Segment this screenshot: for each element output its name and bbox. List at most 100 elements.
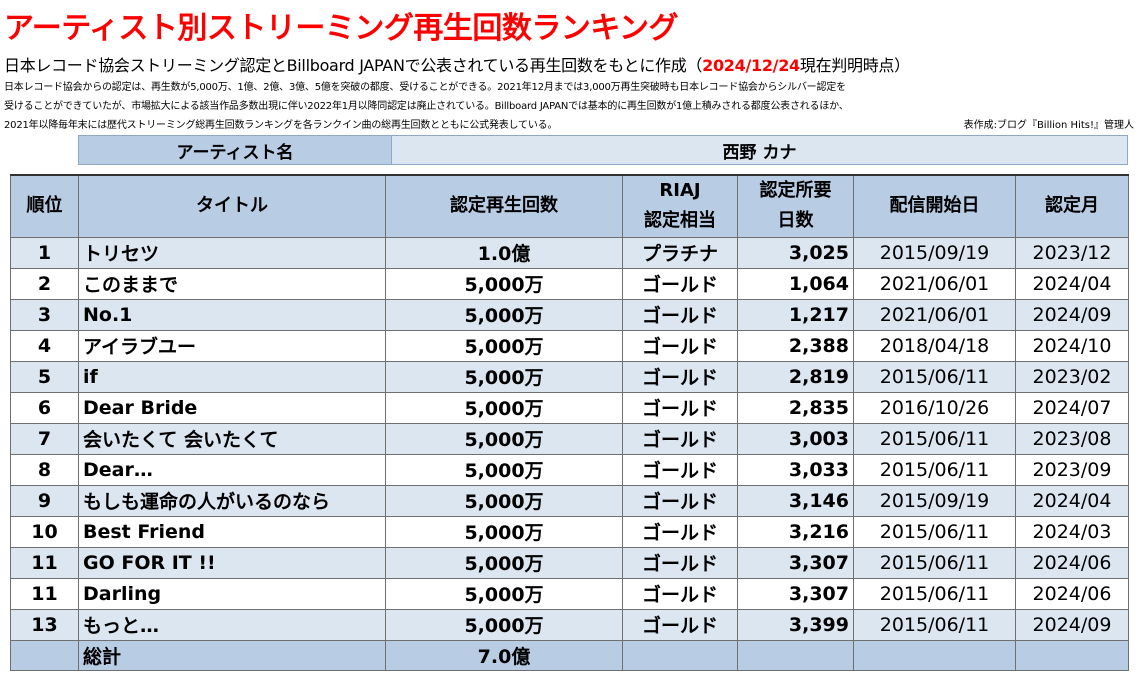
days-cell: 2,819	[737, 360, 854, 393]
title-cell: No.1	[78, 298, 386, 331]
plays-cell: 5,000万	[385, 546, 623, 579]
start-date-cell: 2021/06/01	[853, 298, 1016, 331]
title-cell: トリセツ	[78, 236, 386, 269]
cert-month-cell: 2023/08	[1015, 422, 1129, 455]
plays-cell: 5,000万	[385, 577, 623, 610]
total-month-cell	[1015, 639, 1129, 671]
start-date-cell: 2015/06/11	[853, 608, 1016, 641]
start-date-cell: 2015/06/11	[853, 453, 1016, 486]
table-row: 8 Dear… 5,000万 ゴールド 3,033 2015/06/11 2023/09	[10, 453, 1129, 486]
rank-cell: 13	[10, 608, 79, 641]
rank-cell: 5	[10, 360, 79, 393]
days-cell: 3,399	[737, 608, 854, 641]
cert-cell: ゴールド	[622, 298, 738, 331]
header-rank: 順位	[10, 174, 79, 238]
artist-label: アーティスト名	[79, 136, 392, 164]
table-row: 13 もっと… 5,000万 ゴールド 3,399 2015/06/11 2024/09	[10, 608, 1129, 641]
header-riaj-line1: RIAJ	[659, 180, 701, 202]
start-date-cell: 2015/09/19	[853, 484, 1016, 517]
header-month: 認定月	[1015, 174, 1129, 238]
header-days-line1: 認定所要	[759, 180, 832, 202]
cert-cell: ゴールド	[622, 391, 738, 424]
rank-cell: 8	[10, 453, 79, 486]
cert-month-cell: 2024/10	[1015, 329, 1129, 362]
plays-cell: 5,000万	[385, 515, 623, 548]
cert-month-cell: 2024/09	[1015, 298, 1129, 331]
page-title: アーティスト別ストリーミング再生回数ランキング	[4, 11, 679, 46]
title-cell: Dear Bride	[78, 391, 386, 424]
subtitle-suffix: 現在判明時点）	[799, 56, 910, 75]
plays-cell: 5,000万	[385, 608, 623, 641]
title-cell: Best Friend	[78, 515, 386, 548]
start-date-cell: 2015/09/19	[853, 236, 1016, 269]
total-rank-cell	[10, 639, 79, 671]
table-row: 11 GO FOR IT !! 5,000万 ゴールド 3,307 2015/06/11 2…	[10, 546, 1129, 579]
title-cell: GO FOR IT !!	[78, 546, 386, 579]
subtitle: 日本レコード協会ストリーミング認定とBillboard JAPANで公表されてい…	[4, 52, 910, 75]
days-cell: 2,835	[737, 391, 854, 424]
title-cell: 会いたくて 会いたくて	[78, 422, 386, 455]
total-start-cell	[853, 639, 1016, 671]
title-cell: もっと…	[78, 608, 386, 641]
days-cell: 1,064	[737, 267, 854, 300]
cert-month-cell: 2024/04	[1015, 484, 1129, 517]
plays-cell: 5,000万	[385, 298, 623, 331]
cert-cell: ゴールド	[622, 515, 738, 548]
cert-cell: ゴールド	[622, 267, 738, 300]
cert-month-cell: 2024/03	[1015, 515, 1129, 548]
cert-cell: ゴールド	[622, 608, 738, 641]
rank-cell: 2	[10, 267, 79, 300]
cert-cell: プラチナ	[622, 236, 738, 269]
days-cell: 3,033	[737, 453, 854, 486]
table-row: 7 会いたくて 会いたくて 5,000万 ゴールド 3,003 2015/06/11 202…	[10, 422, 1129, 455]
title-cell: Darling	[78, 577, 386, 610]
title-cell: Dear…	[78, 453, 386, 486]
rank-cell: 10	[10, 515, 79, 548]
cert-month-cell: 2024/06	[1015, 577, 1129, 610]
cert-month-cell: 2024/04	[1015, 267, 1129, 300]
table-row: 1 トリセツ 1.0億 プラチナ 3,025 2015/09/19 2023/12	[10, 236, 1129, 269]
title-cell: if	[78, 360, 386, 393]
header-riaj: RIAJ 認定相当	[622, 174, 738, 238]
start-date-cell: 2015/06/11	[853, 515, 1016, 548]
table-row: 6 Dear Bride 5,000万 ゴールド 2,835 2016/10/26 2024…	[10, 391, 1129, 424]
rank-cell: 1	[10, 236, 79, 269]
cert-month-cell: 2024/09	[1015, 608, 1129, 641]
rank-cell: 6	[10, 391, 79, 424]
header-riaj-line2: 認定相当	[644, 210, 716, 232]
table-row: 4 アイラブユー 5,000万 ゴールド 2,388 2018/04/18 2024/10	[10, 329, 1129, 362]
days-cell: 3,146	[737, 484, 854, 517]
subtitle-prefix: 日本レコード協会ストリーミング認定とBillboard JAPANで公表されてい…	[4, 56, 703, 75]
start-date-cell: 2015/06/11	[853, 422, 1016, 455]
note-line-1: 日本レコード協会からの認定は、再生数が5,000万、1億、2億、3億、5億を突破…	[4, 82, 846, 93]
plays-cell: 5,000万	[385, 484, 623, 517]
table-row: 3 No.1 5,000万 ゴールド 1,217 2021/06/01 2024/09	[10, 298, 1129, 331]
days-cell: 3,003	[737, 422, 854, 455]
header-days-line2: 日数	[777, 210, 814, 232]
plays-cell: 5,000万	[385, 360, 623, 393]
artist-name: 西野 カナ	[392, 136, 1127, 164]
ranking-table: 順位 タイトル 認定再生回数 RIAJ 認定相当 認定所要 日数 配信開始日 認定月…	[10, 174, 1129, 671]
title-cell: アイラブユー	[78, 329, 386, 362]
cert-cell: ゴールド	[622, 329, 738, 362]
cert-cell: ゴールド	[622, 453, 738, 486]
total-row: 総計 7.0億	[10, 639, 1129, 671]
cert-cell: ゴールド	[622, 546, 738, 579]
cert-month-cell: 2024/07	[1015, 391, 1129, 424]
title-cell: もしも運命の人がいるのなら	[78, 484, 386, 517]
table-row: 10 Best Friend 5,000万 ゴールド 3,216 2015/06/11 20…	[10, 515, 1129, 548]
table-header-row: 順位 タイトル 認定再生回数 RIAJ 認定相当 認定所要 日数 配信開始日 認定月	[10, 174, 1129, 238]
header-plays: 認定再生回数	[385, 174, 623, 238]
total-label: 総計	[78, 639, 386, 671]
rank-cell: 11	[10, 546, 79, 579]
note-line-2: 受けることができていたが、市場拡大による該当作品多数出現に伴い2022年1月以降…	[4, 101, 849, 112]
cert-month-cell: 2023/12	[1015, 236, 1129, 269]
credit: 表作成:ブログ『Billion Hits!』管理人	[963, 120, 1134, 131]
plays-cell: 5,000万	[385, 422, 623, 455]
total-days-cell	[737, 639, 854, 671]
note-line-3: 2021年以降毎年末には歴代ストリーミング総再生回数ランキングを各ランクイン曲の…	[4, 120, 558, 131]
start-date-cell: 2015/06/11	[853, 577, 1016, 610]
rank-cell: 4	[10, 329, 79, 362]
cert-month-cell: 2023/09	[1015, 453, 1129, 486]
start-date-cell: 2018/04/18	[853, 329, 1016, 362]
